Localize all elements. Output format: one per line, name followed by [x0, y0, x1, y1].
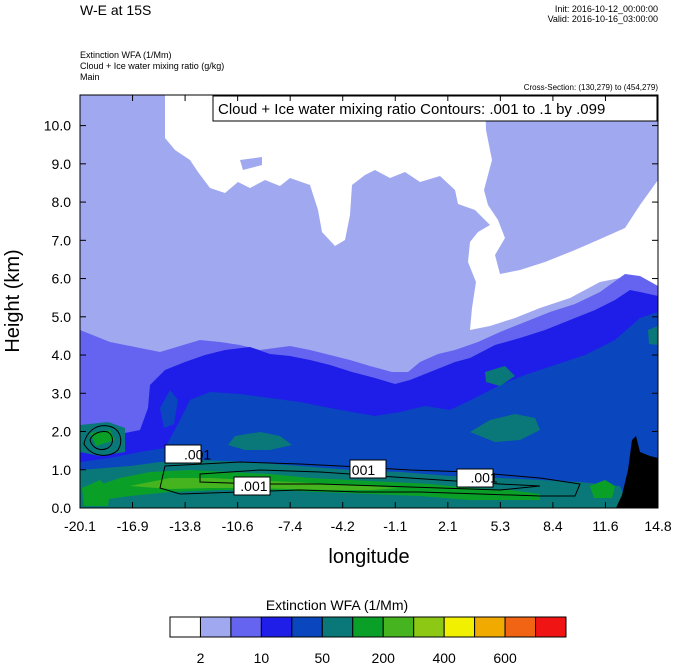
extinction-region-level4	[80, 312, 658, 508]
contour-label: .001	[240, 478, 267, 494]
terrain	[616, 436, 658, 508]
y-tick-label: 5.0	[52, 309, 72, 325]
colorbar-swatch	[169, 616, 201, 638]
y-tick-label: 3.0	[52, 385, 72, 401]
colorbar-label: 200	[372, 650, 396, 666]
contour-info-frame	[212, 95, 658, 122]
extinction-region-level1-upper	[484, 95, 658, 274]
x-tick-label: -4.2	[331, 518, 355, 534]
colorbar-swatch	[474, 616, 506, 638]
contour-label: .001	[348, 462, 375, 478]
contour-label: .001	[184, 446, 211, 462]
y-tick-label: 6.0	[52, 271, 72, 287]
x-tick-label: -10.6	[222, 518, 254, 534]
colorbar-swatch	[352, 616, 384, 638]
contour-label: .001	[470, 469, 497, 485]
y-tick-label: 10.0	[44, 118, 71, 134]
x-tick-label: 5.3	[491, 518, 511, 534]
init-time: Init: 2016-10-12_00:00:00	[554, 4, 658, 14]
x-tick-label: -13.8	[169, 518, 201, 534]
colorbar-label: 10	[254, 650, 270, 666]
y-axis: 0.0 1.0 2.0 3.0 4.0 5.0 6.0 7.0 8.0 9.0 10.0	[44, 118, 658, 516]
colorbar-label: 2	[197, 650, 205, 666]
y-tick-label: 0.0	[52, 500, 72, 516]
field-name-mixing-ratio: Cloud + Ice water mixing ratio (g/kg)	[80, 61, 225, 71]
y-tick-label: 4.0	[52, 347, 72, 363]
x-tick-label: 8.4	[543, 518, 563, 534]
colorbar-label: 400	[432, 650, 456, 666]
field-name-main: Main	[80, 72, 100, 82]
colorbar-swatch	[199, 616, 232, 638]
extinction-patch-teal-d	[648, 326, 658, 345]
y-tick-label: 8.0	[52, 194, 72, 210]
y-axis-title: Height (km)	[2, 249, 24, 352]
y-tick-label: 1.0	[52, 462, 72, 478]
colorbar-swatch	[321, 616, 354, 638]
x-tick-label: 2.1	[438, 518, 458, 534]
extinction-patch-green-left	[82, 480, 110, 506]
colorbar-swatch	[413, 616, 445, 638]
x-tick-label: -1.1	[383, 518, 407, 534]
colorbar-swatch	[382, 616, 415, 638]
contour-label-box	[164, 444, 202, 464]
extinction-patch-teal-a	[228, 432, 292, 450]
colorbar-label: 600	[493, 650, 517, 666]
colorbar-swatch	[504, 616, 537, 638]
y-tick-label: 9.0	[52, 156, 72, 172]
extinction-patch-teal-c	[485, 366, 515, 386]
x-tick-label: 14.8	[644, 518, 671, 534]
cross-section-label: Cross-Section: (130,279) to (454,279)	[523, 83, 658, 92]
page-title: W-E at 15S	[80, 2, 152, 18]
field-name-extinction: Extinction WFA (1/Mm)	[80, 50, 172, 60]
extinction-patch-teal-b	[470, 414, 540, 442]
colorbar: 2 10 50 200 400 600	[169, 616, 567, 666]
contour-label-box	[349, 459, 387, 479]
x-axis-title: longitude	[328, 546, 409, 568]
x-tick-label: -20.1	[64, 518, 96, 534]
colorbar-swatch	[443, 616, 476, 638]
colorbar-swatch	[291, 616, 323, 638]
colorbar-label: 50	[315, 650, 331, 666]
colorbar-title: Extinction WFA (1/Mm)	[265, 597, 409, 613]
colorbar-swatch	[260, 616, 293, 638]
contour-line	[83, 425, 122, 456]
extinction-patch-green-right	[590, 480, 615, 498]
extinction-patch-level4-a	[160, 390, 178, 428]
contour-label-box	[233, 476, 271, 496]
colorbar-swatch	[535, 616, 567, 638]
x-tick-label: -7.4	[278, 518, 302, 534]
colorbar-swatch	[230, 616, 262, 638]
x-tick-label: -16.9	[117, 518, 149, 534]
plot-frame	[79, 94, 659, 509]
x-axis: -20.1 -16.9 -13.8 -10.6 -7.4 -4.2 -1.1 2.1 5.3 8.…	[64, 95, 672, 534]
contour-label-box	[456, 468, 494, 488]
contour-info-text: Cloud + Ice water mixing ratio Contours:…	[218, 101, 605, 118]
y-tick-label: 7.0	[52, 232, 72, 248]
contour-info-box: Cloud + Ice water mixing ratio Contours:…	[212, 95, 658, 122]
y-tick-label: 2.0	[52, 424, 72, 440]
contour-line	[89, 431, 113, 451]
extinction-patch-green-left-high	[90, 430, 115, 446]
x-tick-label: 11.6	[592, 518, 618, 534]
plot-area: .001 .001 .001 .001	[79, 94, 659, 509]
extinction-patch-level1	[240, 157, 262, 170]
valid-time: Valid: 2016-10-16_03:00:00	[547, 14, 658, 24]
